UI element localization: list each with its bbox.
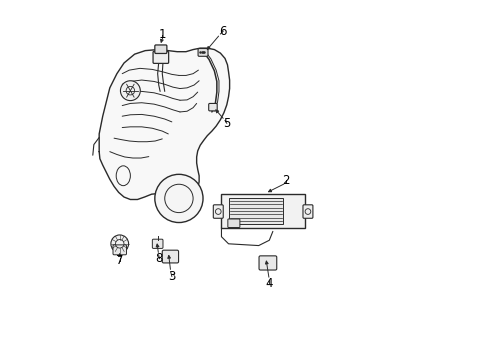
Circle shape: [155, 174, 203, 222]
Text: 8: 8: [155, 252, 163, 265]
FancyBboxPatch shape: [228, 198, 283, 224]
Text: 4: 4: [265, 277, 272, 290]
Text: 2: 2: [282, 174, 289, 186]
FancyBboxPatch shape: [155, 45, 166, 54]
FancyBboxPatch shape: [153, 51, 168, 63]
Text: 6: 6: [219, 24, 226, 38]
Text: 5: 5: [223, 117, 230, 130]
Text: 7: 7: [116, 254, 123, 267]
FancyBboxPatch shape: [162, 250, 178, 263]
FancyBboxPatch shape: [227, 219, 240, 228]
Text: 3: 3: [168, 270, 175, 283]
FancyBboxPatch shape: [213, 205, 223, 218]
FancyBboxPatch shape: [259, 256, 276, 270]
FancyBboxPatch shape: [113, 245, 126, 255]
Circle shape: [111, 235, 128, 253]
FancyBboxPatch shape: [303, 205, 312, 218]
FancyBboxPatch shape: [152, 239, 163, 248]
Text: 1: 1: [158, 28, 166, 41]
Polygon shape: [99, 48, 229, 199]
FancyBboxPatch shape: [198, 49, 207, 56]
FancyBboxPatch shape: [208, 103, 217, 111]
FancyBboxPatch shape: [221, 194, 304, 228]
Circle shape: [120, 81, 140, 100]
